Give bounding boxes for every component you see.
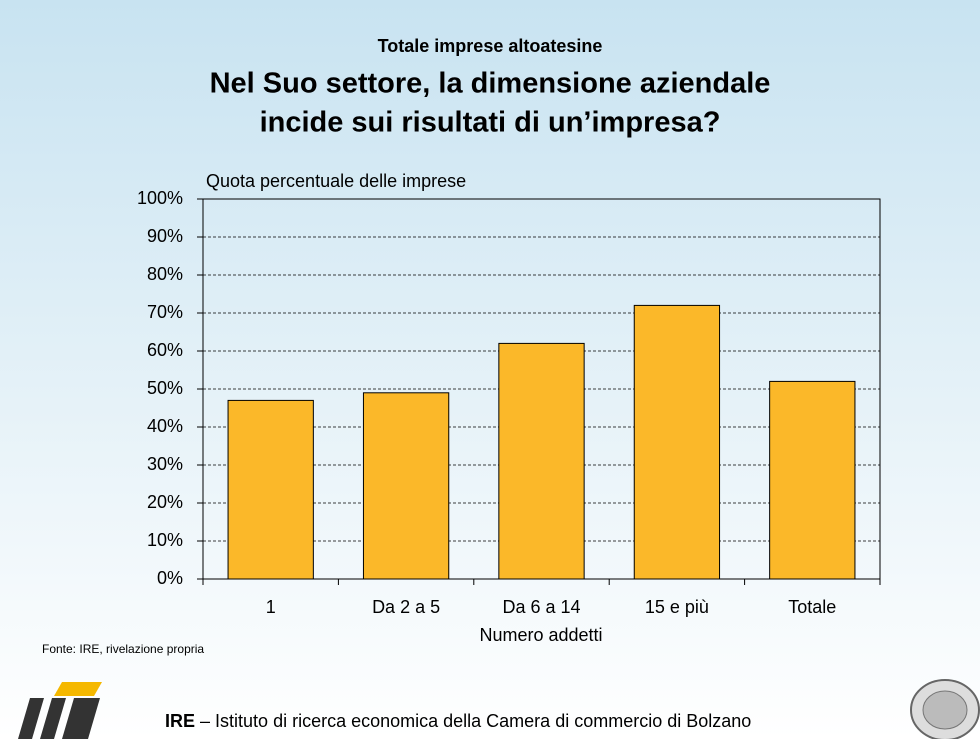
footer-org-name: – Istituto di ricerca economica della Ca…: [200, 711, 751, 731]
y-axis-label: Quota percentuale delle imprese: [206, 171, 466, 191]
bar: [769, 380, 856, 580]
bar: [633, 304, 721, 580]
y-tick-label: 60%: [147, 340, 183, 360]
x-tick-label: 15 e più: [645, 597, 709, 617]
y-tick-label: 80%: [147, 264, 183, 284]
y-tick-label: 10%: [147, 530, 183, 550]
y-tick-label: 20%: [147, 492, 183, 512]
source-note: Fonte: IRE, rivelazione propria: [42, 642, 204, 656]
y-tick-label: 50%: [147, 378, 183, 398]
x-tick-label: 1: [266, 597, 276, 617]
chart-title: Nel Suo settore, la dimensione aziendale: [210, 68, 771, 100]
chart-subtitle: Totale imprese altoatesine: [378, 36, 603, 56]
logo-chamber: [910, 679, 980, 739]
x-tick-label: Da 2 a 5: [372, 597, 440, 617]
y-tick-label: 0%: [157, 568, 183, 588]
bar: [227, 399, 314, 580]
x-axis-label: Numero addetti: [479, 625, 602, 645]
logo-ire: [18, 682, 102, 739]
y-tick-label: 40%: [147, 416, 183, 436]
y-tick-label: 70%: [147, 302, 183, 322]
bar: [362, 392, 450, 580]
x-tick-label: Da 6 a 14: [502, 597, 580, 617]
y-tick-label: 100%: [137, 188, 183, 208]
y-tick-label: 30%: [147, 454, 183, 474]
bar: [498, 342, 585, 580]
x-tick-label: Totale: [788, 597, 836, 617]
footer-text: IRE – Istituto di ricerca economica dell…: [165, 711, 751, 731]
chart-title: incide sui risultati di un’impresa?: [260, 107, 721, 139]
footer-org: IRE: [165, 711, 195, 731]
y-tick-label: 90%: [147, 226, 183, 246]
